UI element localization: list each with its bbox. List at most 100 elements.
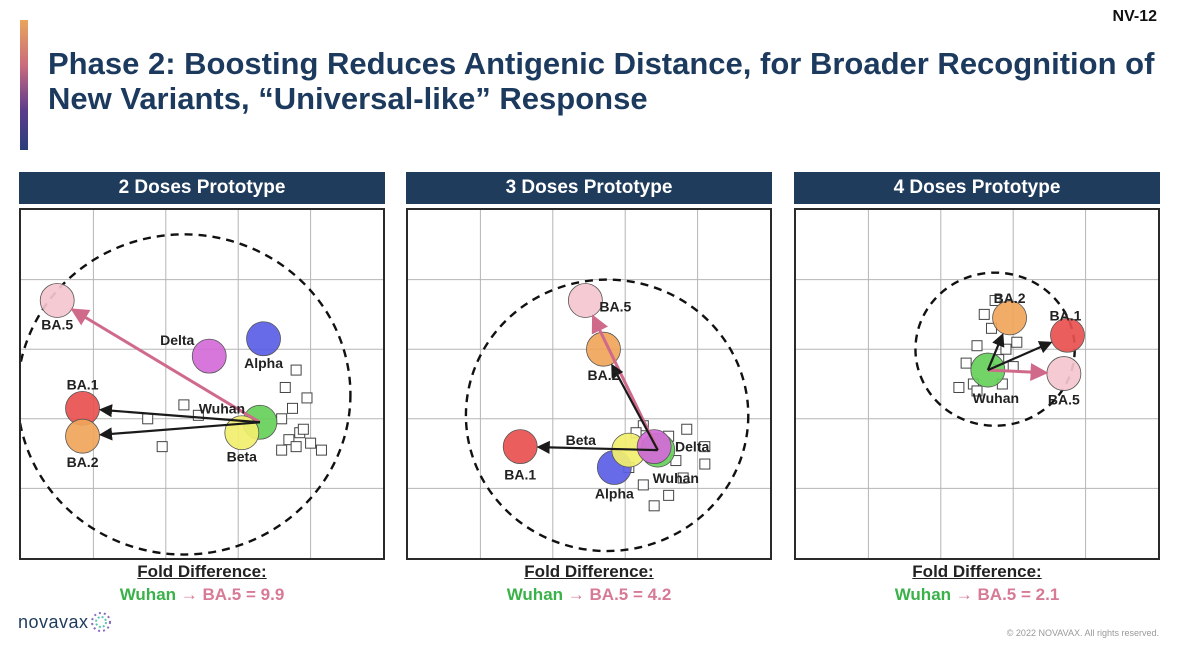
antigen-delta bbox=[191, 338, 227, 374]
serum-point bbox=[297, 423, 309, 435]
variant-label: Alpha bbox=[244, 355, 283, 371]
serum-point bbox=[142, 413, 154, 425]
fold-value: Wuhan → BA.5 = 4.2 bbox=[406, 585, 772, 605]
fold-difference-4-doses: Fold Difference: Wuhan → BA.5 = 2.1 bbox=[794, 562, 1160, 605]
variant-label: BA.2 bbox=[67, 454, 99, 470]
variant-label: BA.1 bbox=[67, 376, 99, 392]
fold-to: BA.5 bbox=[977, 585, 1017, 604]
variant-label: Wuhan bbox=[199, 400, 245, 416]
serum-point bbox=[971, 340, 983, 352]
arrow-wuhan-to-ba2 bbox=[986, 332, 1005, 371]
antigenic-map-plot: BA.5 BA.2 BA.1 Beta Delta Wuhan Alpha bbox=[406, 208, 772, 560]
fold-arrow-icon: → bbox=[567, 585, 585, 604]
serum-point bbox=[699, 458, 711, 470]
variant-label: Alpha bbox=[595, 486, 634, 502]
serum-point bbox=[953, 381, 965, 393]
antigen-ba5 bbox=[567, 283, 603, 318]
serum-point bbox=[1011, 336, 1023, 348]
fold-equals: = bbox=[245, 585, 256, 604]
fold-difference-3-doses: Fold Difference: Wuhan → BA.5 = 4.2 bbox=[406, 562, 772, 605]
variant-label: Delta bbox=[160, 332, 194, 348]
novavax-logo: novavax bbox=[18, 610, 113, 634]
arrow-wuhan-to-ba2 bbox=[611, 363, 659, 451]
panel-title: 3 Doses Prototype bbox=[406, 172, 772, 204]
variant-label: BA.2 bbox=[588, 367, 620, 383]
antigen-delta bbox=[636, 429, 672, 465]
serum-point bbox=[315, 444, 327, 456]
serum-point bbox=[290, 364, 302, 376]
antigen-alpha bbox=[246, 321, 281, 357]
panel-2-doses: 2 Doses Prototype BA.5 Delta Alpha BA.1 BA.2… bbox=[19, 172, 385, 560]
serum-point bbox=[648, 500, 660, 512]
antigen-ba1 bbox=[502, 429, 538, 465]
panel-title: 4 Doses Prototype bbox=[794, 172, 1160, 204]
panel-4-doses: 4 Doses Prototype BA.2 BA.1 BA.5 Wuhan bbox=[794, 172, 1160, 560]
serum-point bbox=[279, 381, 291, 393]
antigen-ba2 bbox=[992, 300, 1027, 336]
antigenic-map-plot: BA.2 BA.1 BA.5 Wuhan bbox=[794, 208, 1160, 560]
fold-equals: = bbox=[1020, 585, 1031, 604]
serum-point bbox=[276, 444, 288, 456]
variant-label: Beta bbox=[566, 432, 597, 448]
arrow-wuhan-to-ba1 bbox=[987, 341, 1053, 372]
serum-point bbox=[290, 441, 302, 453]
variant-label: Wuhan bbox=[653, 470, 699, 486]
serum-point bbox=[287, 402, 298, 414]
distance-circle bbox=[21, 233, 352, 556]
antigenic-map-svg: BA.5 Delta Alpha BA.1 BA.2 Wuhan Beta bbox=[21, 210, 383, 558]
variant-label: Wuhan bbox=[973, 390, 1019, 406]
variant-label: BA.5 bbox=[1048, 392, 1080, 408]
fold-label: Fold Difference: bbox=[912, 562, 1042, 581]
fold-label: Fold Difference: bbox=[137, 562, 267, 581]
variant-label: BA.1 bbox=[1050, 307, 1082, 323]
antigen-ba5 bbox=[39, 283, 75, 318]
serum-point bbox=[305, 437, 317, 449]
fold-number: 2.1 bbox=[1035, 585, 1060, 604]
serum-point bbox=[960, 357, 972, 369]
serum-point bbox=[978, 308, 990, 320]
fold-difference-2-doses: Fold Difference: Wuhan → BA.5 = 9.9 bbox=[19, 562, 385, 605]
fold-arrow-icon: → bbox=[180, 585, 198, 604]
serum-point bbox=[681, 423, 693, 435]
variant-label: BA.2 bbox=[994, 290, 1026, 306]
arrow-wuhan-to-ba5 bbox=[70, 308, 261, 424]
variant-label: Delta bbox=[675, 439, 709, 455]
serum-point bbox=[276, 413, 288, 425]
serum-point bbox=[178, 399, 190, 411]
serum-point bbox=[699, 441, 711, 453]
fold-number: 9.9 bbox=[260, 585, 285, 604]
copyright: © 2022 NOVAVAX. All rights reserved. bbox=[1006, 628, 1159, 638]
serum-point bbox=[989, 294, 1001, 306]
antigen-ba1 bbox=[1050, 317, 1085, 353]
serum-point bbox=[192, 409, 204, 421]
logo-mark-icon bbox=[90, 612, 111, 632]
serum-point bbox=[677, 472, 689, 484]
variant-label: BA.1 bbox=[504, 467, 536, 483]
antigenic-map-svg: BA.5 BA.2 BA.1 Beta Delta Wuhan Alpha bbox=[408, 210, 770, 558]
serum-point bbox=[1000, 343, 1012, 355]
serum-point bbox=[283, 434, 295, 446]
fold-value: Wuhan → BA.5 = 2.1 bbox=[794, 585, 1160, 605]
fold-from: Wuhan bbox=[119, 585, 177, 604]
serum-point bbox=[971, 385, 983, 397]
fold-to: BA.5 bbox=[589, 585, 629, 604]
distance-circle bbox=[464, 278, 750, 553]
fold-to: BA.5 bbox=[202, 585, 242, 604]
serum-point bbox=[156, 441, 168, 453]
page-title: Phase 2: Boosting Reduces Antigenic Dist… bbox=[48, 46, 1155, 116]
antigen-ba2 bbox=[65, 418, 100, 454]
fold-number: 4.2 bbox=[647, 585, 672, 604]
antigen-ba5 bbox=[1046, 356, 1082, 391]
fold-equals: = bbox=[632, 585, 643, 604]
antigenic-map-plot: BA.5 Delta Alpha BA.1 BA.2 Wuhan Beta bbox=[19, 208, 385, 560]
variant-label: BA.5 bbox=[599, 298, 631, 314]
variant-label: BA.5 bbox=[41, 316, 73, 332]
arrow-wuhan-to-ba1 bbox=[536, 440, 658, 454]
slide-id: NV-12 bbox=[1112, 8, 1157, 25]
fold-value: Wuhan → BA.5 = 9.9 bbox=[19, 585, 385, 605]
fold-from: Wuhan bbox=[506, 585, 564, 604]
arrow-wuhan-to-ba1 bbox=[98, 404, 261, 424]
panel-3-doses: 3 Doses Prototype BA.5 BA.2 BA.1 Beta Delta W… bbox=[406, 172, 772, 560]
arrow-wuhan-to-ba2 bbox=[98, 421, 261, 441]
variant-label: Beta bbox=[227, 449, 258, 465]
